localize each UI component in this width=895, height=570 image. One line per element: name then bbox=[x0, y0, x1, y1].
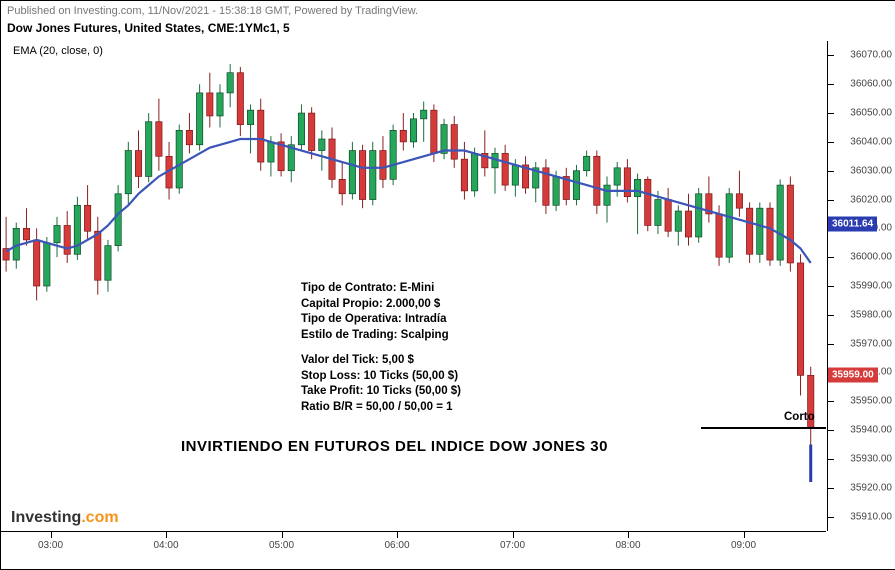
x-tick-label: 08:00 bbox=[615, 540, 640, 551]
instrument-title: Dow Jones Futures, United States, CME:1Y… bbox=[7, 21, 290, 35]
info-line: Take Profit: 10 Ticks (50,00 $) bbox=[301, 384, 461, 400]
corto-label: Corto bbox=[784, 411, 815, 423]
y-tick-label: 35970.00 bbox=[850, 338, 892, 349]
y-tick-label: 36030.00 bbox=[850, 165, 892, 176]
y-tick-label: 35920.00 bbox=[850, 482, 892, 493]
y-tick-label: 36020.00 bbox=[850, 194, 892, 205]
x-tick-label: 06:00 bbox=[384, 540, 409, 551]
y-tick-label: 35910.00 bbox=[850, 511, 892, 522]
y-tick-label: 36050.00 bbox=[850, 108, 892, 119]
info-line: Tipo de Contrato: E-Mini bbox=[301, 281, 461, 297]
chart-heading: INVIRTIENDO EN FUTUROS DEL INDICE DOW JO… bbox=[181, 438, 608, 455]
corto-entry-line bbox=[701, 427, 826, 429]
y-tick-label: 35930.00 bbox=[850, 453, 892, 464]
y-tick-label: 35950.00 bbox=[850, 396, 892, 407]
y-tick-label: 35990.00 bbox=[850, 281, 892, 292]
x-tick-label: 07:00 bbox=[500, 540, 525, 551]
strategy-info-block: Tipo de Contrato: E-Mini Capital Propio:… bbox=[301, 281, 461, 415]
x-axis: 03:00 04:00 05:00 06:00 07:00 08:00 09:00 bbox=[1, 531, 826, 569]
y-tick-label: 35980.00 bbox=[850, 309, 892, 320]
info-line: Ratio B/R = 50,00 / 50,00 = 1 bbox=[301, 400, 461, 416]
y-tick-label: 36000.00 bbox=[850, 252, 892, 263]
info-line: Estilo de Trading: Scalping bbox=[301, 328, 461, 344]
x-tick-label: 05:00 bbox=[269, 540, 294, 551]
x-tick-label: 09:00 bbox=[731, 540, 756, 551]
y-axis: 35910.00 35920.00 35930.00 35940.00 35950.00… bbox=[827, 41, 895, 531]
price-tag: 35959.00 bbox=[828, 368, 878, 383]
investing-logo: Investing.com bbox=[11, 509, 119, 527]
info-line: Capital Propio: 2.000,00 $ bbox=[301, 297, 461, 313]
x-tick-label: 04:00 bbox=[153, 540, 178, 551]
y-tick-label: 36060.00 bbox=[850, 79, 892, 90]
x-tick-label: 03:00 bbox=[38, 540, 63, 551]
y-tick-label: 35940.00 bbox=[850, 425, 892, 436]
info-line: Valor del Tick: 5,00 $ bbox=[301, 353, 461, 369]
info-line: Tipo de Operativa: Intradía bbox=[301, 312, 461, 328]
y-tick-label: 36070.00 bbox=[850, 50, 892, 61]
y-tick-label: 36040.00 bbox=[850, 136, 892, 147]
publish-info: Published on Investing.com, 11/Nov/2021 … bbox=[7, 5, 418, 17]
info-line: Stop Loss: 10 Ticks (50,00 $) bbox=[301, 369, 461, 385]
price-tag: 36011.64 bbox=[828, 216, 877, 231]
chart-container[interactable]: { "header_text": "Published on Investing… bbox=[0, 0, 895, 570]
